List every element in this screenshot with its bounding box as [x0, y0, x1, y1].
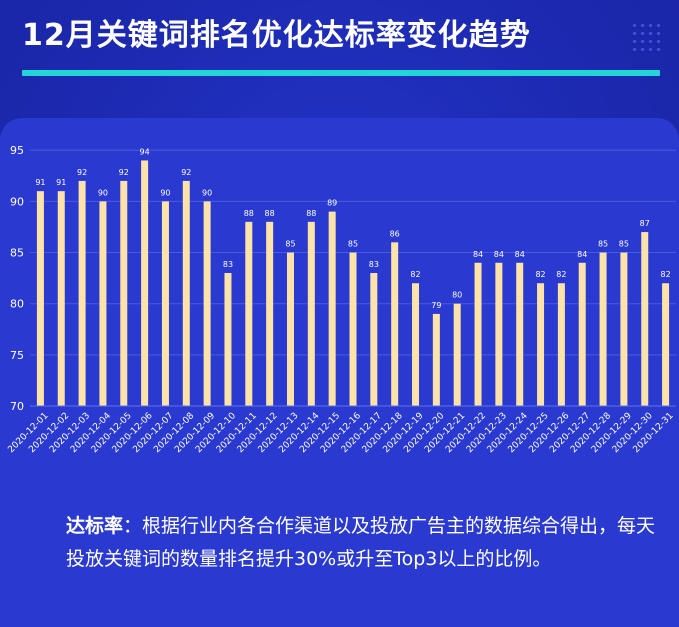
page-title: 12月关键词排名优化达标率变化趋势	[22, 18, 531, 53]
decorative-dot	[641, 48, 644, 51]
note-colon: ：	[123, 515, 143, 537]
bar	[620, 252, 628, 406]
data-label: 92	[181, 168, 191, 177]
bar	[412, 283, 420, 406]
bar	[474, 262, 482, 406]
decorative-dot	[641, 32, 644, 35]
data-label: 82	[660, 270, 670, 279]
data-label: 92	[77, 168, 87, 177]
data-label: 89	[327, 199, 337, 208]
y-tick-label: 85	[10, 247, 24, 260]
bar	[141, 160, 149, 406]
data-label: 90	[98, 188, 108, 197]
decorative-dot	[649, 48, 652, 51]
bar	[57, 191, 65, 406]
bar	[328, 211, 336, 406]
bar	[391, 242, 399, 406]
bar	[99, 201, 107, 406]
decorative-dots	[633, 24, 663, 54]
definition-note: 达标率：根据行业内各合作渠道以及投放广告主的数据综合得出，每天投放关键词的数量排…	[66, 510, 666, 576]
bar	[266, 221, 274, 406]
bar	[662, 283, 670, 406]
decorative-dot	[641, 24, 644, 27]
bar	[182, 180, 190, 406]
title-underline	[22, 70, 660, 76]
data-label: 84	[577, 250, 587, 259]
bar	[599, 252, 607, 406]
bar	[36, 191, 44, 406]
y-tick-label: 80	[10, 298, 24, 311]
decorative-dot	[657, 48, 660, 51]
data-label: 85	[285, 240, 295, 249]
bar	[557, 283, 565, 406]
decorative-dot	[649, 32, 652, 35]
bar	[286, 252, 294, 406]
data-label: 79	[431, 301, 441, 310]
bar	[641, 232, 649, 406]
y-tick-label: 95	[10, 144, 24, 157]
chart-panel	[0, 118, 679, 627]
decorative-dot	[633, 32, 636, 35]
data-label: 86	[390, 229, 400, 238]
data-label: 94	[140, 147, 150, 156]
decorative-dot	[633, 40, 636, 43]
note-text: 根据行业内各合作渠道以及投放广告主的数据综合得出，每天投放关键词的数量排名提升3…	[66, 515, 656, 570]
data-label: 82	[556, 270, 566, 279]
bar	[578, 262, 586, 406]
data-label: 88	[244, 209, 254, 218]
decorative-dot	[657, 40, 660, 43]
bar	[432, 313, 440, 406]
y-tick-label: 75	[10, 349, 24, 362]
data-label: 90	[202, 188, 212, 197]
bar	[307, 221, 315, 406]
data-label: 84	[494, 250, 504, 259]
data-label: 85	[598, 240, 608, 249]
data-label: 85	[619, 240, 629, 249]
note-term: 达标率	[66, 515, 124, 537]
bar	[537, 283, 545, 406]
bar	[370, 273, 378, 406]
bar	[203, 201, 211, 406]
decorative-dot	[657, 24, 660, 27]
data-label: 84	[515, 250, 525, 259]
data-label: 91	[56, 178, 66, 187]
data-label: 87	[640, 219, 650, 228]
decorative-dot	[649, 24, 652, 27]
bar	[516, 262, 524, 406]
decorative-dot	[641, 40, 644, 43]
data-label: 83	[223, 260, 233, 269]
data-label: 82	[535, 270, 545, 279]
data-label: 85	[348, 240, 358, 249]
data-label: 82	[410, 270, 420, 279]
decorative-dot	[633, 48, 636, 51]
data-label: 90	[160, 188, 170, 197]
bar	[245, 221, 253, 406]
y-tick-label: 90	[10, 195, 24, 208]
bar	[349, 252, 357, 406]
data-label: 88	[265, 209, 275, 218]
bar	[120, 180, 128, 406]
decorative-dot	[633, 24, 636, 27]
data-label: 84	[473, 250, 483, 259]
data-label: 92	[119, 168, 129, 177]
data-label: 80	[452, 291, 462, 300]
bar-chart: 707580859095912020-12-01912020-12-029220…	[6, 144, 676, 455]
y-tick-label: 70	[10, 400, 24, 413]
data-label: 83	[369, 260, 379, 269]
bar	[495, 262, 503, 406]
bar	[453, 303, 461, 406]
bar	[78, 180, 86, 406]
bar	[161, 201, 169, 406]
data-label: 88	[306, 209, 316, 218]
decorative-dot	[657, 32, 660, 35]
data-label: 91	[35, 178, 45, 187]
decorative-dot	[649, 40, 652, 43]
bar	[224, 273, 232, 406]
